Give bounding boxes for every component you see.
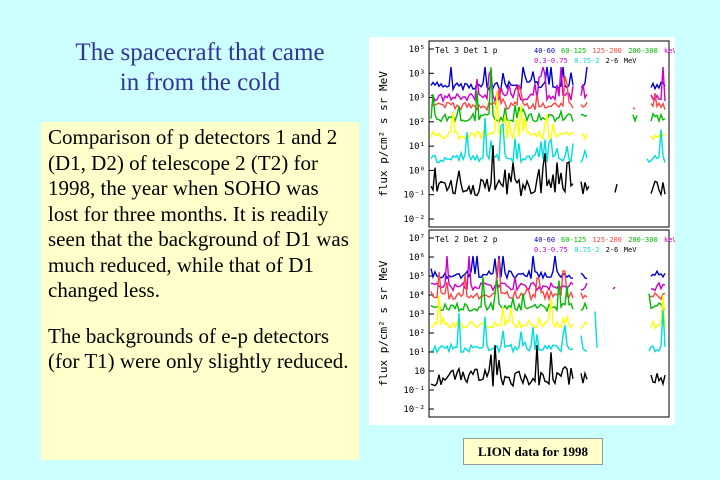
panel-2-tick-label: 10¹ [409,348,425,358]
panel-1-trace-3 [430,76,666,112]
panel-1-legend-2-1: 0.75-2 [574,57,599,65]
panel-1-tick-label: 10⁻² [403,215,425,225]
panel-1-trace-7 [430,145,666,197]
panel-1-legend-2-3: MeV [624,57,637,65]
panel-1-legend-1-3: 200-300 [628,47,658,55]
figure-caption: LION data for 1998 [463,438,603,465]
panel-1-tick-label: 10³ [409,94,425,104]
panel-1-legend-1-2: 125-200 [592,47,622,55]
slide-title: The spacecraft that came in from the col… [40,38,360,98]
panel-1-trace-4 [430,67,666,124]
panel-2-tick-label: 10⁻¹ [403,386,425,396]
panel-1-tick-label: 10¹ [409,142,425,152]
panel-2-legend-1-1: 60-125 [561,236,586,244]
panel-2-trace-5 [430,295,666,330]
panel-2-legend-1-4: keV [664,236,675,244]
flux-plots-svg: 10⁵ 10³ 10³ 10² 10¹ 10⁰ 10⁻¹ 10⁻² flux p/cm² s s… [377,40,677,418]
panel-2-tick-label: 10² [409,329,425,339]
panel-1-tick-label: 10⁵ [409,45,425,55]
panel-2-trace-3 [430,258,666,302]
panel-1-tick-label: 10³ [409,69,425,79]
panel-1-frame [428,40,670,228]
title-line-2: in from the cold [119,69,281,96]
panel-2-tick-label: 10⁵ [409,272,425,282]
title-line-1: The spacecraft that came [75,39,325,66]
panel-2-telescope-label: Tel 2 Det 2 p [435,235,498,244]
panel-2-frame [428,229,670,418]
panel-1-tick-label: 10² [409,118,425,128]
panel-2-legend-2-2: 2-6 [606,246,619,254]
panel-2-trace-7 [430,345,666,388]
panel-2-tick-label: 10⁶ [409,253,425,263]
panel-2-legend-2-0: 0.3-0.75 [534,246,568,254]
panel-1-trace-6 [430,117,666,165]
panel-1-legend-2-0: 0.3-0.75 [534,57,568,65]
panel-1-tick-label: 10⁻¹ [403,191,425,201]
panel-1-legend-1-1: 60-125 [561,47,586,55]
panel-2-tick-label: 10 [414,367,425,377]
panel-2-legend-1-3: 200-300 [628,236,658,244]
flux-figure: 10⁵ 10³ 10³ 10² 10¹ 10⁰ 10⁻¹ 10⁻² flux p/cm² s s… [369,37,677,425]
panel-1-legend-1-0: 40-60 [534,47,555,55]
panel-2-legend-2-3: MeV [624,246,637,254]
panel-1-trace-2 [430,66,666,104]
panel-1-legend-1-4: keV [664,47,675,55]
panel-1-y-axis-label: flux p/cm² s sr MeV [377,71,390,197]
panel-2-tick-label: 10⁻² [403,405,425,415]
panel-2-tick-label: 10⁴ [409,291,425,301]
panel-1-trace-1 [430,66,666,93]
panel-1-trace-5 [430,92,666,141]
panel-1-tick-label: 10⁰ [409,166,425,176]
paragraph-backgrounds: The backgrounds of e-p detectors (for T1… [48,323,349,374]
paragraph-comparison: Comparison of p detectors 1 and 2 (D1, D… [48,125,349,302]
panel-2-tick-label: 10⁷ [409,234,425,244]
panel-2-tick-label: 10³ [409,310,425,320]
panel-2-trace-2 [430,255,666,293]
panel-2-y-axis-label: flux p/cm² s sr MeV [377,260,390,386]
panel-2-trace-6 [430,309,666,355]
panel-2-legend-1-0: 40-60 [534,236,555,244]
panel-2-legend-2-1: 0.75-2 [574,246,599,254]
text-box: Comparison of p detectors 1 and 2 (D1, D… [41,122,359,460]
panel-2-legend-1-2: 125-200 [592,236,622,244]
panel-1-telescope-label: Tel 3 Det 1 p [435,46,498,55]
panel-2-trace-1 [430,255,666,281]
panel-1-legend-2-2: 2-6 [606,57,619,65]
